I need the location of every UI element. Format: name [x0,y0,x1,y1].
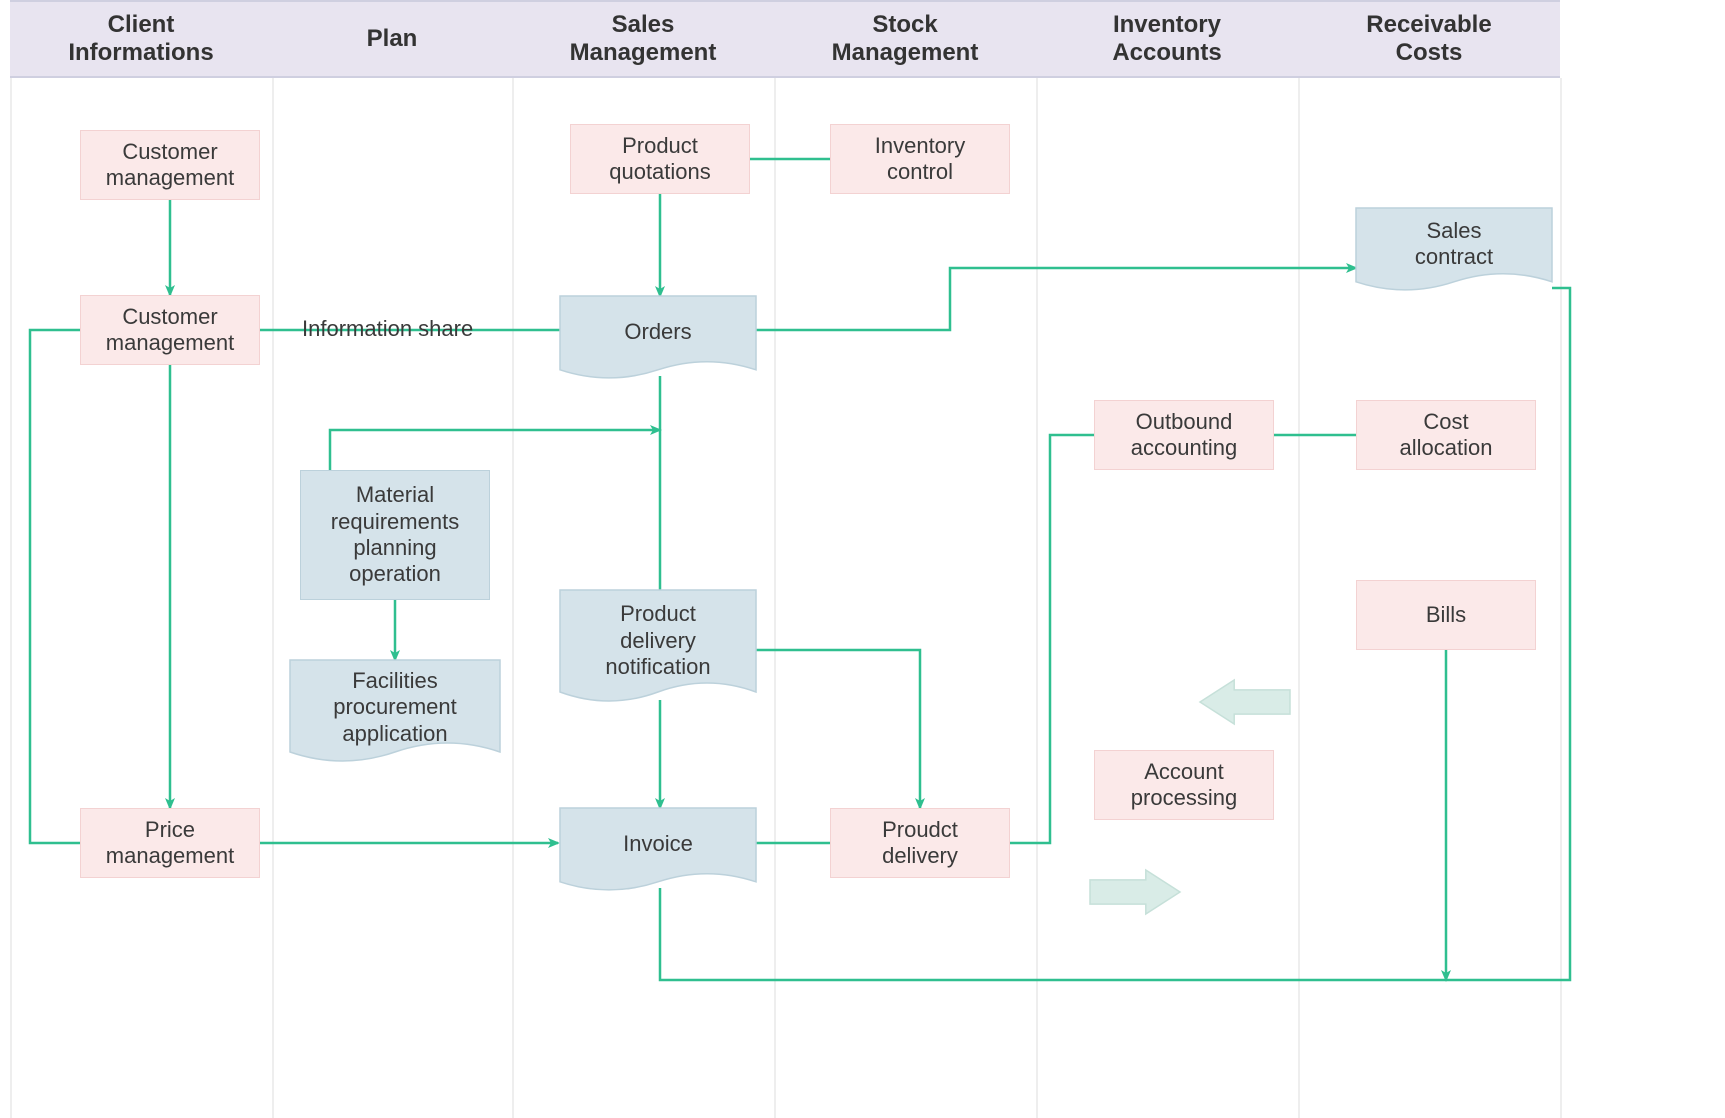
edge-e6 [330,430,660,470]
node-product-quotations: Productquotations [570,124,750,194]
lane-divider [272,78,274,1118]
node-bills: Bills [1356,580,1536,650]
lane-divider [10,78,12,1118]
block-arrow-right-icon [1090,870,1180,914]
node-outbound-accounting: Outboundaccounting [1094,400,1274,470]
flowchart-canvas: ClientInformations Plan SalesManagement … [0,0,1725,1118]
lane-divider [774,78,776,1118]
lane-divider [1298,78,1300,1118]
lane-divider [512,78,514,1118]
node-orders: Orders [560,296,756,368]
block-arrow-left-icon [1200,680,1290,724]
node-inventory-control: Inventorycontrol [830,124,1010,194]
node-facilities-procurement: Facilitiesprocurementapplication [290,660,500,755]
lane-header-stock: StockManagement [774,0,1036,78]
lane-header-inventory: InventoryAccounts [1036,0,1298,78]
node-mrp-operation: Materialrequirementsplanningoperation [300,470,490,600]
edge-e13 [756,650,920,808]
edge-label-information-share: Information share [302,316,473,342]
node-customer-management-2: Customermanagement [80,295,260,365]
lane-header-plan: Plan [272,0,512,78]
lane-header-sales: SalesManagement [512,0,774,78]
lane-divider [1036,78,1038,1118]
lane-header-receivable: ReceivableCosts [1298,0,1560,78]
node-delivery-notification: Productdeliverynotification [560,590,756,692]
edge-e15 [1010,435,1094,843]
node-customer-management-1: Customermanagement [80,130,260,200]
node-invoice: Invoice [560,808,756,880]
lane-header-client: ClientInformations [10,0,272,78]
node-price-management: Pricemanagement [80,808,260,878]
lane-divider [1560,78,1562,1118]
node-sales-contract: Salescontract [1356,208,1552,280]
edge-e3 [30,330,80,843]
node-account-processing: Accountprocessing [1094,750,1274,820]
node-product-delivery: Proudctdelivery [830,808,1010,878]
node-cost-allocation: Costallocation [1356,400,1536,470]
edge-e12 [756,268,1356,330]
